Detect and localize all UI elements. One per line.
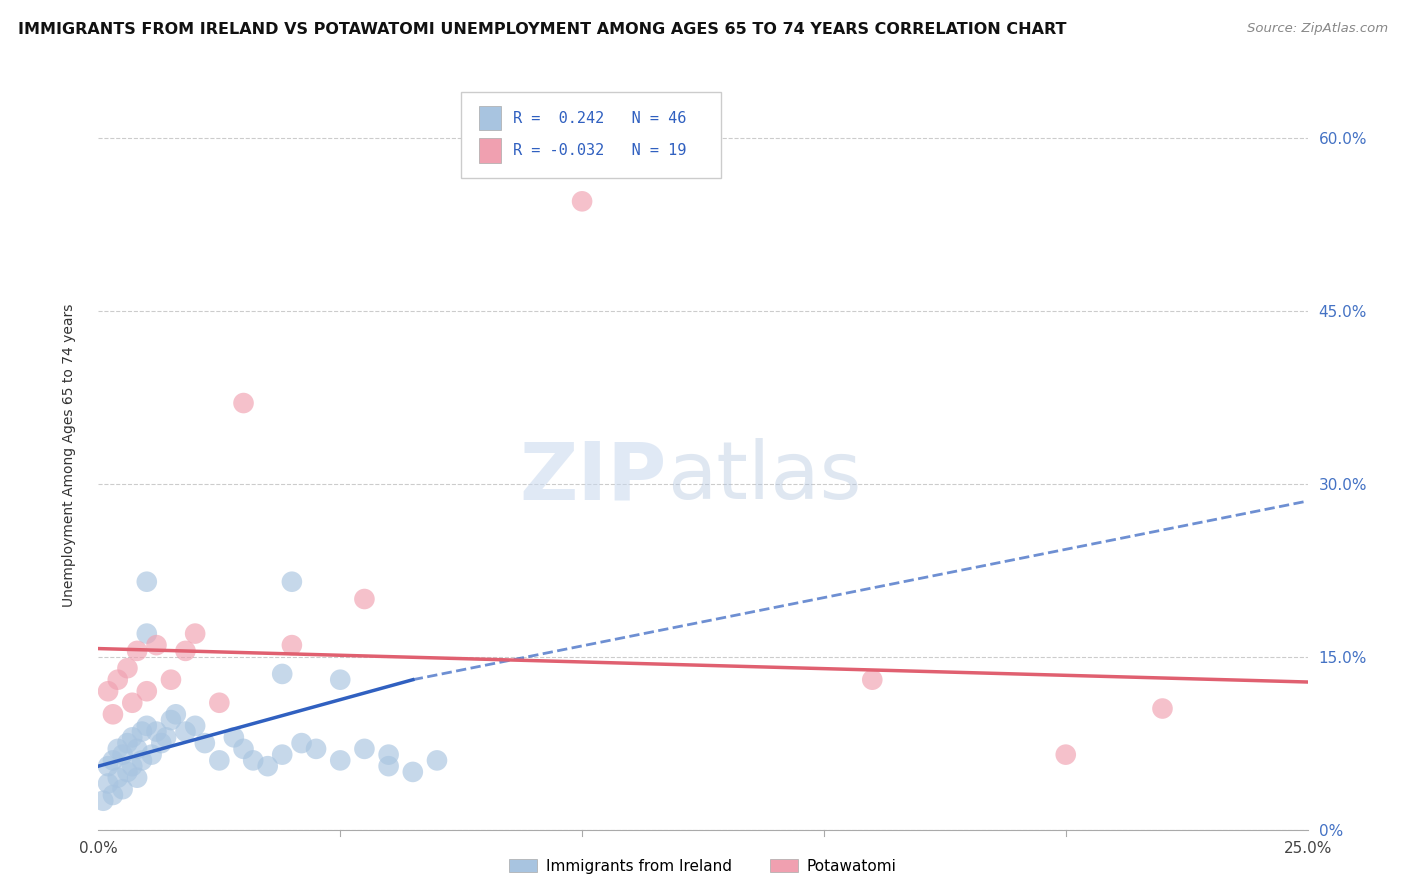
Point [194, 736, 217, 750]
Point [184, 719, 207, 733]
Text: R =  0.242   N = 46: R = 0.242 N = 46 [513, 111, 686, 126]
Point [135, 684, 157, 698]
Point [271, 667, 294, 681]
Point [155, 731, 177, 745]
Point [329, 753, 352, 767]
Point [184, 626, 207, 640]
Point [145, 724, 167, 739]
Point [329, 673, 352, 687]
Point [97, 684, 120, 698]
Text: Source: ZipAtlas.com: Source: ZipAtlas.com [1247, 22, 1388, 36]
Point [117, 736, 139, 750]
Point [111, 747, 134, 762]
Point [101, 788, 124, 802]
Point [127, 644, 149, 658]
Point [402, 764, 425, 779]
Point [1054, 747, 1077, 762]
Point [107, 742, 129, 756]
Point [281, 638, 304, 652]
Point [121, 696, 143, 710]
Point [131, 753, 153, 767]
Point [174, 724, 197, 739]
Point [305, 742, 328, 756]
Point [141, 747, 163, 762]
Legend: Immigrants from Ireland, Potawatomi: Immigrants from Ireland, Potawatomi [503, 853, 903, 880]
Point [290, 736, 312, 750]
Point [232, 396, 254, 410]
Point [377, 759, 399, 773]
Point [242, 753, 264, 767]
Point [97, 776, 120, 790]
Point [353, 742, 375, 756]
Text: ZIP: ZIP [519, 438, 666, 516]
Point [135, 719, 157, 733]
Text: R = -0.032   N = 19: R = -0.032 N = 19 [513, 143, 686, 158]
FancyBboxPatch shape [479, 106, 501, 130]
Point [135, 626, 157, 640]
Point [91, 794, 114, 808]
Point [121, 759, 143, 773]
Point [222, 731, 245, 745]
Point [571, 194, 593, 209]
Point [353, 592, 375, 607]
Point [145, 638, 167, 652]
Point [160, 673, 183, 687]
Text: IMMIGRANTS FROM IRELAND VS POTAWATOMI UNEMPLOYMENT AMONG AGES 65 TO 74 YEARS COR: IMMIGRANTS FROM IRELAND VS POTAWATOMI UN… [18, 22, 1067, 37]
Point [111, 782, 134, 797]
Point [1152, 701, 1174, 715]
FancyBboxPatch shape [461, 92, 721, 178]
Point [117, 764, 139, 779]
Point [131, 724, 153, 739]
Point [97, 759, 120, 773]
Y-axis label: Unemployment Among Ages 65 to 74 years: Unemployment Among Ages 65 to 74 years [62, 303, 76, 607]
Point [101, 753, 124, 767]
Point [232, 742, 254, 756]
Point [208, 696, 231, 710]
Point [860, 673, 883, 687]
Point [121, 731, 143, 745]
Point [208, 753, 231, 767]
Point [135, 574, 157, 589]
Point [165, 707, 187, 722]
Point [117, 661, 139, 675]
Point [160, 713, 183, 727]
FancyBboxPatch shape [479, 138, 501, 162]
Point [107, 771, 129, 785]
Point [256, 759, 278, 773]
Point [271, 747, 294, 762]
Point [107, 673, 129, 687]
Point [150, 736, 173, 750]
Point [281, 574, 304, 589]
Point [127, 742, 149, 756]
Point [127, 771, 149, 785]
Point [174, 644, 197, 658]
Text: atlas: atlas [666, 438, 860, 516]
Point [101, 707, 124, 722]
Point [426, 753, 449, 767]
Point [377, 747, 399, 762]
